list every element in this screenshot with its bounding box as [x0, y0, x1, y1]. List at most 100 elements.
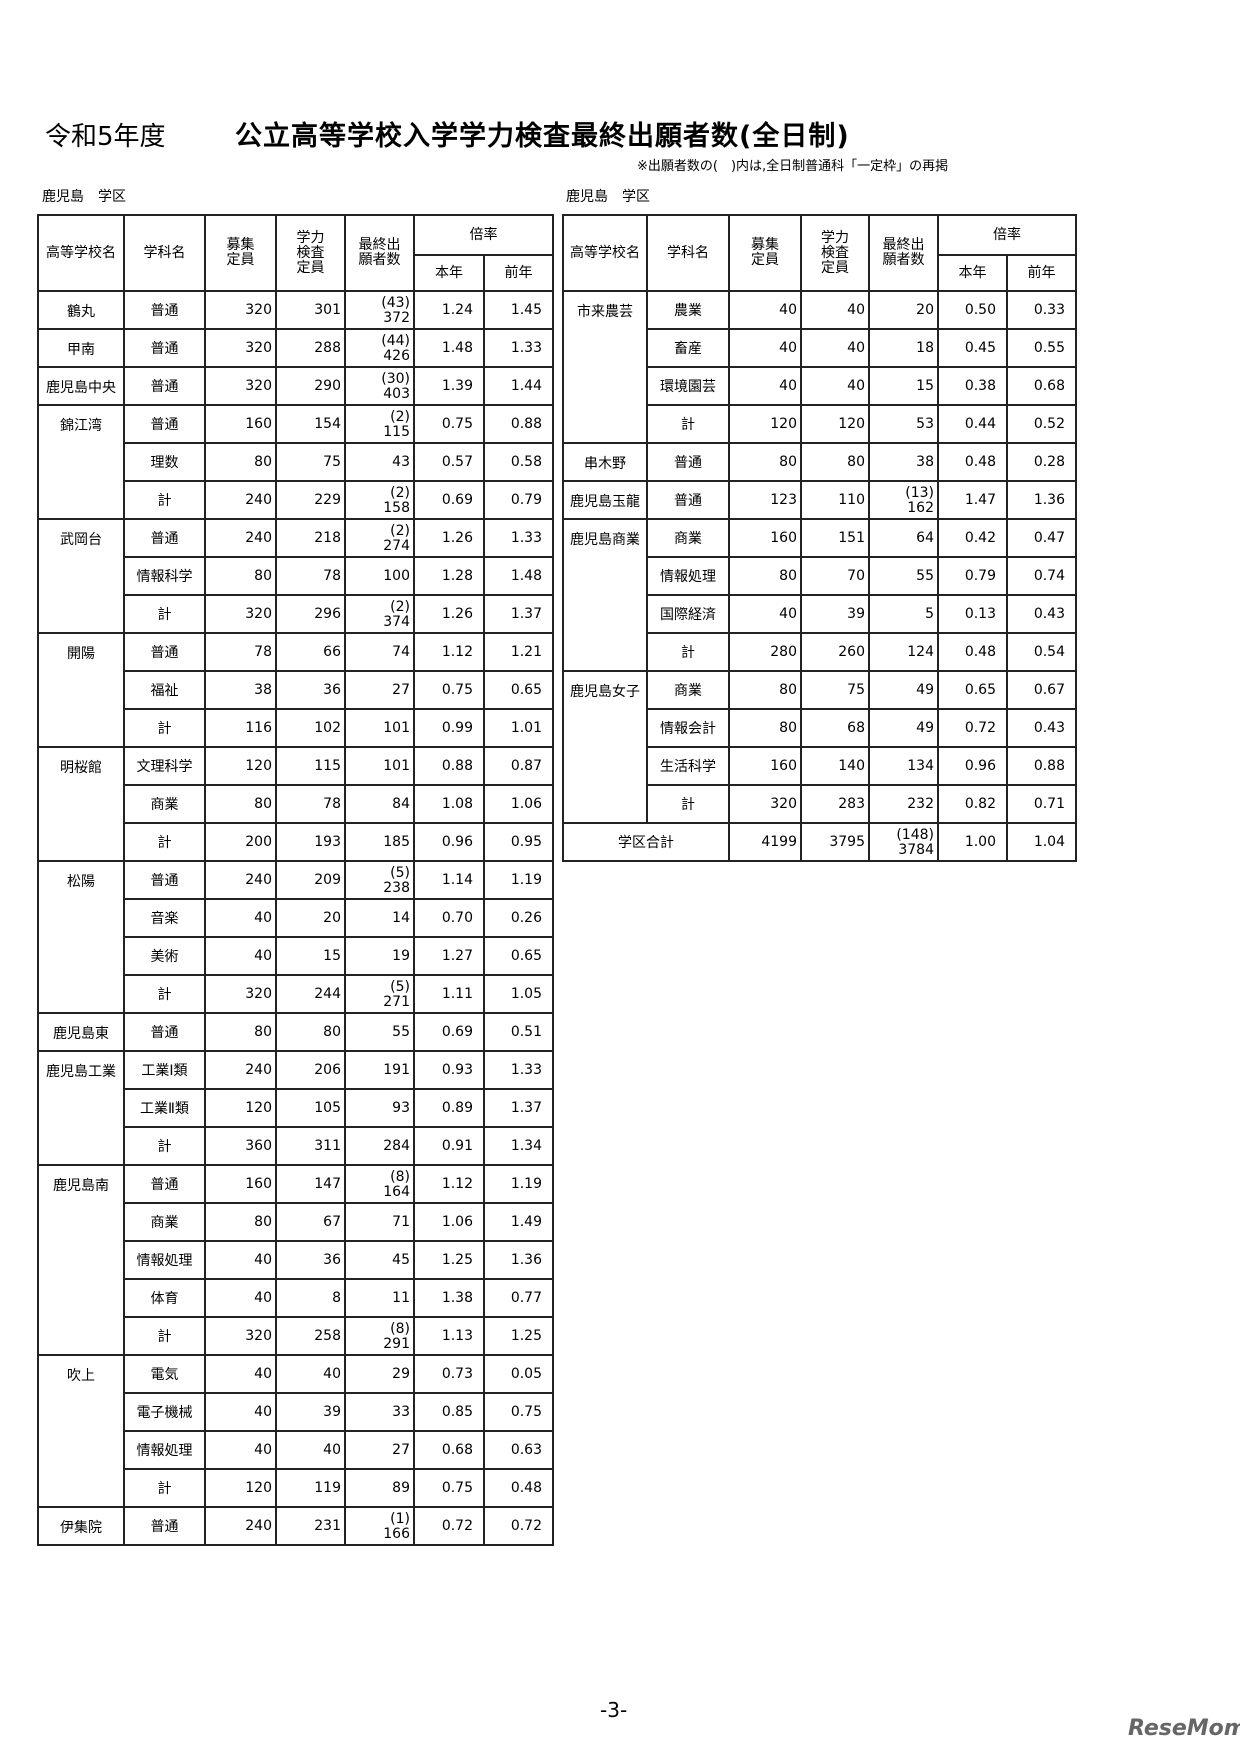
total-ratio-prev-year: 1.04 — [1006, 822, 1077, 862]
capacity: 80 — [728, 708, 802, 748]
school-name: 甲南 — [37, 328, 125, 368]
table-row: 商業 80 78 84 1.08 1.06 — [38, 784, 554, 824]
table-row: 音楽 40 20 14 0.70 0.26 — [38, 898, 554, 938]
exam-capacity: 290 — [275, 366, 346, 406]
exam-capacity: 147 — [275, 1164, 346, 1204]
ratio-this-year: 0.93 — [413, 1050, 485, 1090]
ratio-prev-year: 1.44 — [483, 366, 554, 406]
applicants-count: 185 — [383, 834, 410, 850]
school-name: 明桜館 — [37, 746, 125, 862]
header-final-applicants: 最終出 願者数 — [344, 214, 415, 292]
quota-applicants: (2) — [390, 522, 410, 539]
school-name: 武岡台 — [37, 518, 125, 634]
table-row: 理数 80 75 43 0.57 0.58 — [38, 442, 554, 482]
final-applicants: 14 — [344, 898, 415, 938]
table-row: 計 320 258 (8) 291 1.13 1.25 — [38, 1316, 554, 1356]
header-dept: 学科名 — [646, 214, 730, 292]
department-name: 福祉 — [123, 670, 206, 710]
total-ratio-this-year: 1.00 — [937, 822, 1008, 862]
header-school: 高等学校名 — [37, 214, 125, 292]
district-total-row: 学区合計 4199 3795 (148) 3784 1.00 1.04 — [562, 822, 1077, 862]
ratio-this-year: 0.91 — [413, 1126, 485, 1166]
ratio-this-year: 1.12 — [413, 1164, 485, 1204]
applicants-count: 49 — [916, 682, 934, 698]
applicants-count: 291 — [383, 1335, 410, 1352]
applicants-count: 134 — [907, 758, 934, 774]
department-name: 商業 — [646, 670, 730, 710]
final-applicants: 45 — [344, 1240, 415, 1280]
final-applicants: (2) 158 — [344, 480, 415, 520]
final-applicants: (43) 372 — [344, 290, 415, 330]
department-name: 文理科学 — [123, 746, 206, 786]
school-name: 市来農芸 — [562, 290, 648, 444]
capacity: 123 — [728, 480, 802, 520]
quota-applicants: (1) — [390, 1510, 410, 1527]
applicants-count: 100 — [383, 568, 410, 584]
final-applicants: 74 — [344, 632, 415, 672]
exam-capacity: 311 — [275, 1126, 346, 1166]
final-applicants: (30) 403 — [344, 366, 415, 406]
ratio-this-year: 1.28 — [413, 556, 485, 596]
exam-capacity: 244 — [275, 974, 346, 1014]
department-name: 普通 — [123, 1164, 206, 1204]
capacity: 160 — [728, 746, 802, 786]
department-name: 計 — [123, 1468, 206, 1508]
final-applicants: (8) 164 — [344, 1164, 415, 1204]
ratio-this-year: 0.85 — [413, 1392, 485, 1432]
district-label-right: 鹿児島 学区 — [566, 189, 650, 205]
ratio-this-year: 0.99 — [413, 708, 485, 748]
department-name: 普通 — [123, 1506, 206, 1546]
capacity: 240 — [204, 518, 277, 558]
table-row: 計 200 193 185 0.96 0.95 — [38, 822, 554, 862]
school-name: 伊集院 — [37, 1506, 125, 1546]
exam-capacity: 115 — [275, 746, 346, 786]
ratio-prev-year: 0.67 — [1006, 670, 1077, 710]
capacity: 80 — [728, 442, 802, 482]
department-name: 農業 — [646, 290, 730, 330]
final-applicants: 20 — [868, 290, 939, 330]
exam-capacity: 36 — [275, 670, 346, 710]
department-name: 環境園芸 — [646, 366, 730, 406]
ratio-this-year: 0.96 — [413, 822, 485, 862]
table-row: 環境園芸 40 40 15 0.38 0.68 — [563, 366, 1077, 406]
applicants-count: 166 — [383, 1525, 410, 1542]
ratio-prev-year: 1.33 — [483, 518, 554, 558]
ratio-prev-year: 0.68 — [1006, 366, 1077, 406]
watermark-logo: ReseMom — [1128, 1716, 1240, 1741]
applicants-count: 20 — [916, 302, 934, 318]
header-this-year: 本年 — [413, 254, 485, 292]
ratio-this-year: 0.96 — [937, 746, 1008, 786]
department-name: 計 — [123, 822, 206, 862]
school-name: 鹿児島工業 — [37, 1050, 125, 1166]
department-name: 普通 — [646, 480, 730, 520]
department-name: 計 — [646, 404, 730, 444]
applicants-count: 115 — [383, 423, 410, 440]
ratio-this-year: 0.68 — [413, 1430, 485, 1470]
final-applicants: (44) 426 — [344, 328, 415, 368]
quota-applicants: (8) — [390, 1320, 410, 1337]
applicants-count: 18 — [916, 340, 934, 356]
exam-capacity: 105 — [275, 1088, 346, 1128]
ratio-this-year: 0.69 — [413, 480, 485, 520]
capacity: 40 — [204, 1354, 277, 1394]
exam-capacity: 151 — [800, 518, 870, 558]
department-name: 美術 — [123, 936, 206, 976]
table-row: 鶴丸 普通 320 301 (43) 372 1.24 1.45 — [37, 290, 554, 330]
department-name: 普通 — [123, 290, 206, 330]
department-name: 計 — [646, 784, 730, 824]
applicants-count: 101 — [383, 720, 410, 736]
ratio-prev-year: 0.05 — [483, 1354, 554, 1394]
capacity: 160 — [204, 1164, 277, 1204]
ratio-prev-year: 1.21 — [483, 632, 554, 672]
ratio-this-year: 1.25 — [413, 1240, 485, 1280]
exam-capacity: 78 — [275, 556, 346, 596]
ratio-prev-year: 0.33 — [1006, 290, 1077, 330]
capacity: 120 — [204, 1088, 277, 1128]
table-row: 市来農芸 農業 40 40 20 0.50 0.33 — [562, 290, 1077, 444]
table-row: 体育 40 8 11 1.38 0.77 — [38, 1278, 554, 1318]
capacity: 38 — [204, 670, 277, 710]
ratio-prev-year: 1.34 — [483, 1126, 554, 1166]
exam-capacity: 8 — [275, 1278, 346, 1318]
final-applicants: 55 — [344, 1012, 415, 1052]
ratio-this-year: 1.06 — [413, 1202, 485, 1242]
